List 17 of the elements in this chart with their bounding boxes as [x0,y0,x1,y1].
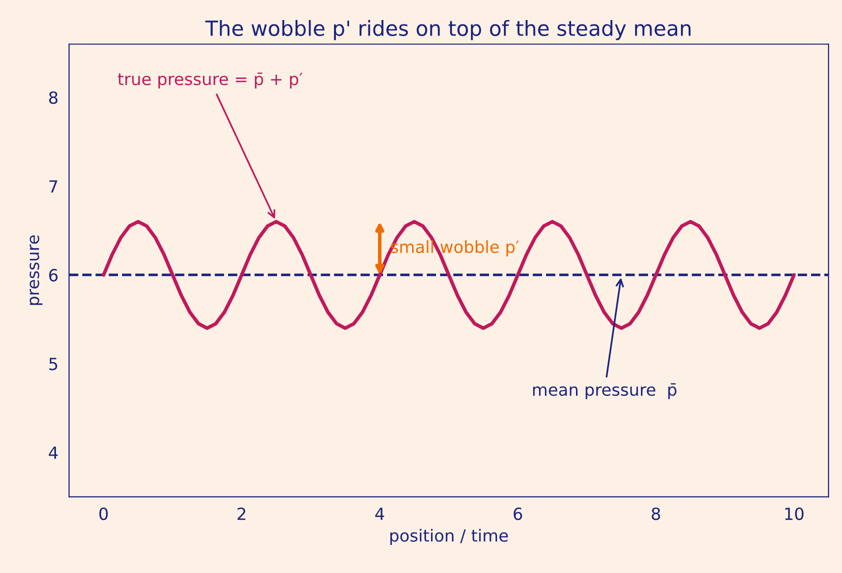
x-tick-label: 8 [652,508,660,520]
line-series [102,220,796,330]
y-axis-title: pressure [30,235,42,305]
x-tick-label: 6 [514,508,522,520]
chart-title: The wobble p' rides on top of the steady mean [205,20,691,40]
annotation: true pressure = p̄ + p′ [118,72,303,88]
x-tick-label: 4 [375,508,384,520]
annotation: mean pressure p̄ [533,383,676,400]
y-tick-label: 8 [49,91,58,104]
x-tick-label: 10 [785,508,804,520]
x-tick-label: 0 [99,508,108,520]
y-tick-label: 7 [49,180,58,192]
x-tick-label: 2 [238,508,246,520]
y-tick-label: 5 [49,358,58,370]
y-tick-label: 4 [48,446,58,459]
y-tick-label: 6 [49,268,58,282]
x-axis-title: position / time [390,528,508,546]
